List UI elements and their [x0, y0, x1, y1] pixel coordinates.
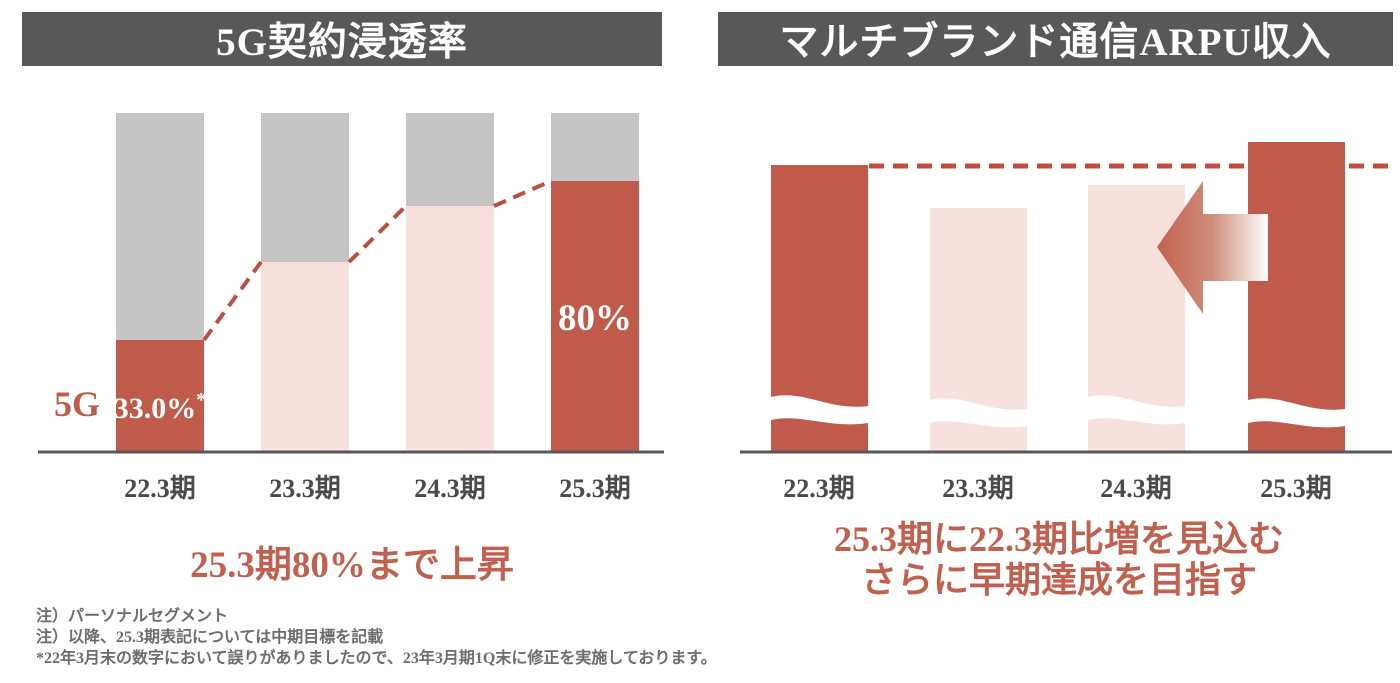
- right-chart-x-label-2: 24.3期: [1100, 474, 1172, 503]
- left-chart-bar-graycap-3: [551, 113, 639, 181]
- right-chart-wave-break-0: [771, 395, 868, 425]
- footnote-1: 注）パーソナルセグメント: [36, 608, 229, 625]
- left-chart-bar-0: [116, 340, 204, 452]
- footnotes: 注）パーソナルセグメント 注）以降、25.3期表記については中期目標を記載 *2…: [36, 606, 717, 669]
- left-chart-title-banner: 5G契約浸透率: [22, 12, 662, 66]
- left-chart-x-label-1: 23.3期: [269, 474, 341, 503]
- left-chart-bar-2: [406, 206, 494, 452]
- left-chart-x-label-2: 24.3期: [414, 474, 486, 503]
- right-chart-title: マルチブランド通信ARPU収入: [779, 21, 1332, 64]
- left-chart-bar-1: [261, 262, 349, 452]
- right-chart-caption-line1: 25.3期に22.3期比増を見込む: [833, 519, 1284, 559]
- left-chart-series-label-5g: 5G: [54, 384, 100, 424]
- right-chart-x-label-0: 22.3期: [783, 474, 855, 503]
- left-chart-bar-value-label-0: 33.0%*: [114, 389, 207, 425]
- right-chart-wave-break-1: [930, 398, 1027, 428]
- left-chart-x-label-0: 22.3期: [124, 474, 196, 503]
- footnote-2: 注）以降、25.3期表記については中期目標を記載: [36, 629, 384, 646]
- footnote-3: *22年3月末の数字において誤りがありましたので、23年3月期1Q末に修正を実施…: [36, 650, 717, 667]
- left-chart-bar-3: [551, 181, 639, 452]
- left-chart-dash-connector-1: [347, 204, 408, 264]
- right-chart-title-banner: マルチブランド通信ARPU収入: [718, 12, 1393, 66]
- left-chart-bar-graycap-2: [406, 113, 494, 206]
- right-chart-x-label-1: 23.3期: [942, 474, 1014, 503]
- left-pointing-arrow-icon: [1157, 181, 1268, 314]
- right-chart-caption: 25.3期に22.3期比増を見込む さらに早期達成を目指す: [728, 519, 1390, 601]
- left-chart-title: 5G契約浸透率: [216, 21, 468, 64]
- left-chart-bar-value-label-3: 80%: [558, 298, 632, 339]
- left-chart-dash-connector-2: [493, 179, 552, 208]
- right-chart-caption-line2: さらに早期達成を目指す: [860, 560, 1257, 600]
- left-chart-x-label-3: 25.3期: [559, 474, 631, 503]
- right-chart-wave-break-3: [1248, 398, 1345, 428]
- right-chart-wave-break-2: [1088, 395, 1185, 425]
- left-chart-caption: 25.3期80%まで上昇: [190, 545, 514, 586]
- left-chart-bar-graycap-1: [261, 113, 349, 262]
- left-chart-dash-connector-0: [202, 260, 263, 342]
- right-chart-x-label-3: 25.3期: [1260, 474, 1332, 503]
- left-chart-bar-graycap-0: [116, 113, 204, 340]
